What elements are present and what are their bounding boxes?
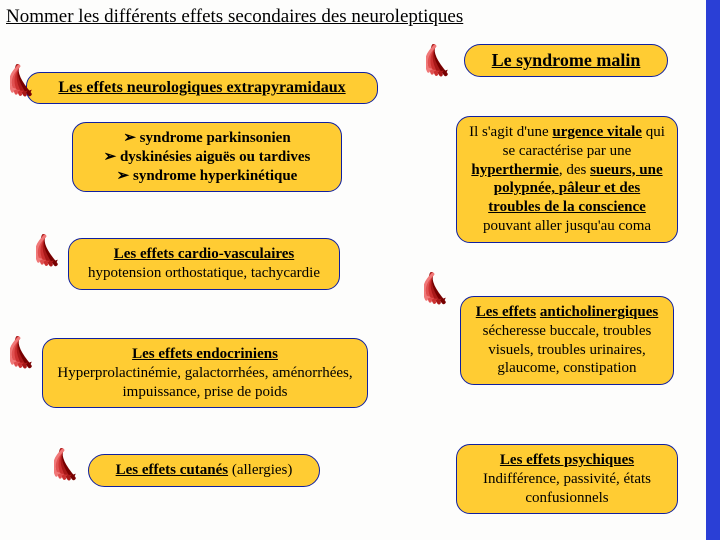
bullet-1: ➢ syndrome parkinsonien [83,129,331,148]
header-extrapyramidal: Les effets neurologiques extrapyramidaux [58,79,345,96]
right-accent-bar [706,0,720,540]
box-anticholinergic: Les effets anticholinergiques sécheresse… [460,296,674,385]
header-cut: Les effets cutanés [116,462,228,478]
header-cardio: Les effets cardio-vasculaires [114,246,295,262]
box-cutaneous: Les effets cutanés (allergies) [88,454,320,487]
bullet-2: ➢ dyskinésies aiguës ou tardives [83,148,331,167]
header-endo: Les effets endocriniens [132,346,278,362]
curved-arrow-icon [36,226,70,276]
suffix-cut: (allergies) [228,462,292,478]
curved-arrow-icon [10,56,44,106]
box-extrapyramidal: Les effets neurologiques extrapyramidaux [26,72,378,104]
box-malin: Le syndrome malin [464,44,668,77]
curved-arrow-icon [424,264,458,314]
box-parkinson-list: ➢ syndrome parkinsonien ➢ dyskinésies ai… [72,122,342,192]
box-psychic: Les effets psychiques Indifférence, pass… [456,444,678,514]
header-psy: Les effets psychiques [500,452,634,468]
header-achol: Les effets [476,304,536,320]
curved-arrow-icon [10,328,44,378]
curved-arrow-icon [426,36,460,86]
page-title: Nommer les différents effets secondaires… [6,6,463,28]
bullet-3: ➢ syndrome hyperkinétique [83,167,331,186]
curved-arrow-icon [54,440,88,490]
box-urgence: Il s'agit d'une urgence vitale qui se ca… [456,116,678,243]
header-malin: Le syndrome malin [492,50,641,70]
box-cardio: Les effets cardio-vasculaires hypotensio… [68,238,340,290]
sub-achol: anticholinergiques [540,304,658,320]
box-endocrine: Les effets endocriniens Hyperprolactiném… [42,338,368,408]
body-psy: Indifférence, passivité, états confusion… [483,471,651,506]
body-cardio: hypotension orthostatique, tachycardie [88,265,320,281]
body-achol: sécheresse buccale, troubles visuels, tr… [483,323,652,377]
body-endo: Hyperprolactinémie, galactorrhées, améno… [57,365,352,400]
